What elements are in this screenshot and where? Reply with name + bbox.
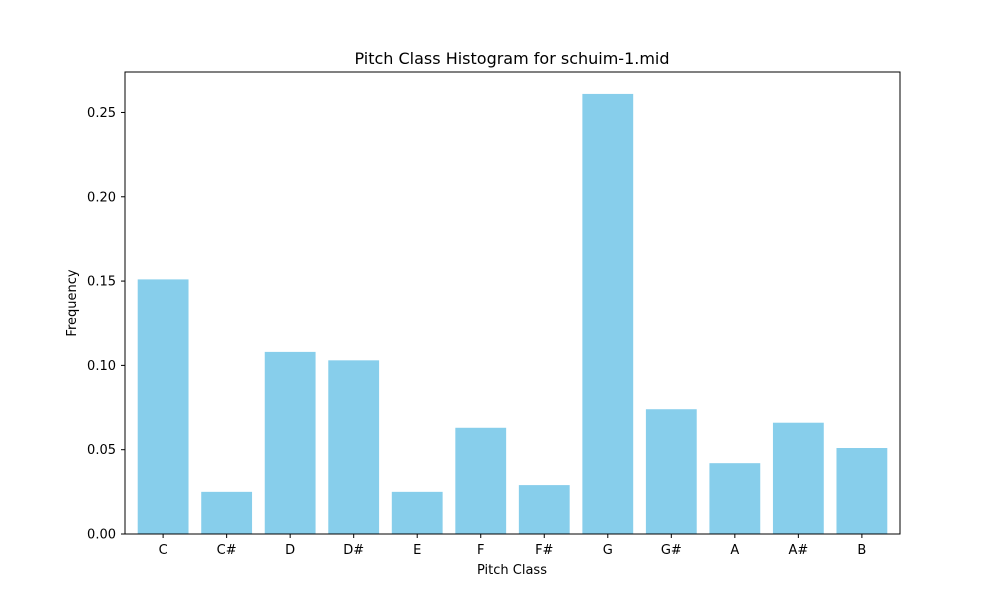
- x-tick-label: F#: [535, 543, 553, 558]
- bar-a: [709, 463, 761, 534]
- y-axis-label: Frequency: [65, 269, 80, 336]
- y-tick-label: 0.20: [87, 190, 116, 205]
- x-tick-label: A: [730, 543, 739, 558]
- x-tick-label: C: [159, 543, 168, 558]
- y-axis-ticks: 0.00 0.05 0.10 0.15 0.20 0.25: [87, 106, 125, 543]
- bar-g-sharp: [645, 409, 697, 534]
- x-tick-label: A#: [788, 543, 808, 558]
- x-axis-label: Pitch Class: [477, 563, 547, 578]
- bar-d-sharp: [328, 360, 380, 534]
- x-tick-label: E: [413, 543, 421, 558]
- bar-a-sharp: [772, 422, 824, 534]
- bar-e: [391, 491, 443, 534]
- x-tick-label: G: [603, 543, 613, 558]
- bar-d: [264, 351, 316, 534]
- y-tick-label: 0.05: [87, 443, 116, 458]
- bar-g: [582, 93, 634, 534]
- bar-b: [836, 448, 888, 534]
- y-tick-label: 0.15: [87, 275, 116, 290]
- bar-c-sharp: [201, 491, 253, 534]
- x-tick-label: D: [285, 543, 295, 558]
- bars-group: [137, 93, 888, 534]
- bar-f: [455, 427, 507, 534]
- x-axis-ticks: C C# D D# E F F# G G# A A# B: [159, 534, 866, 558]
- x-tick-label: G#: [661, 543, 682, 558]
- x-tick-label: D#: [343, 543, 364, 558]
- y-tick-label: 0.25: [87, 106, 116, 121]
- x-tick-label: C#: [217, 543, 237, 558]
- bar-c: [137, 279, 189, 534]
- bar-f-sharp: [518, 485, 570, 534]
- x-tick-label: F: [477, 543, 484, 558]
- y-tick-label: 0.00: [87, 528, 116, 543]
- chart-title: Pitch Class Histogram for schuim-1.mid: [354, 49, 669, 68]
- y-tick-label: 0.10: [87, 359, 116, 374]
- plot-frame: [124, 71, 901, 535]
- x-tick-label: B: [857, 543, 866, 558]
